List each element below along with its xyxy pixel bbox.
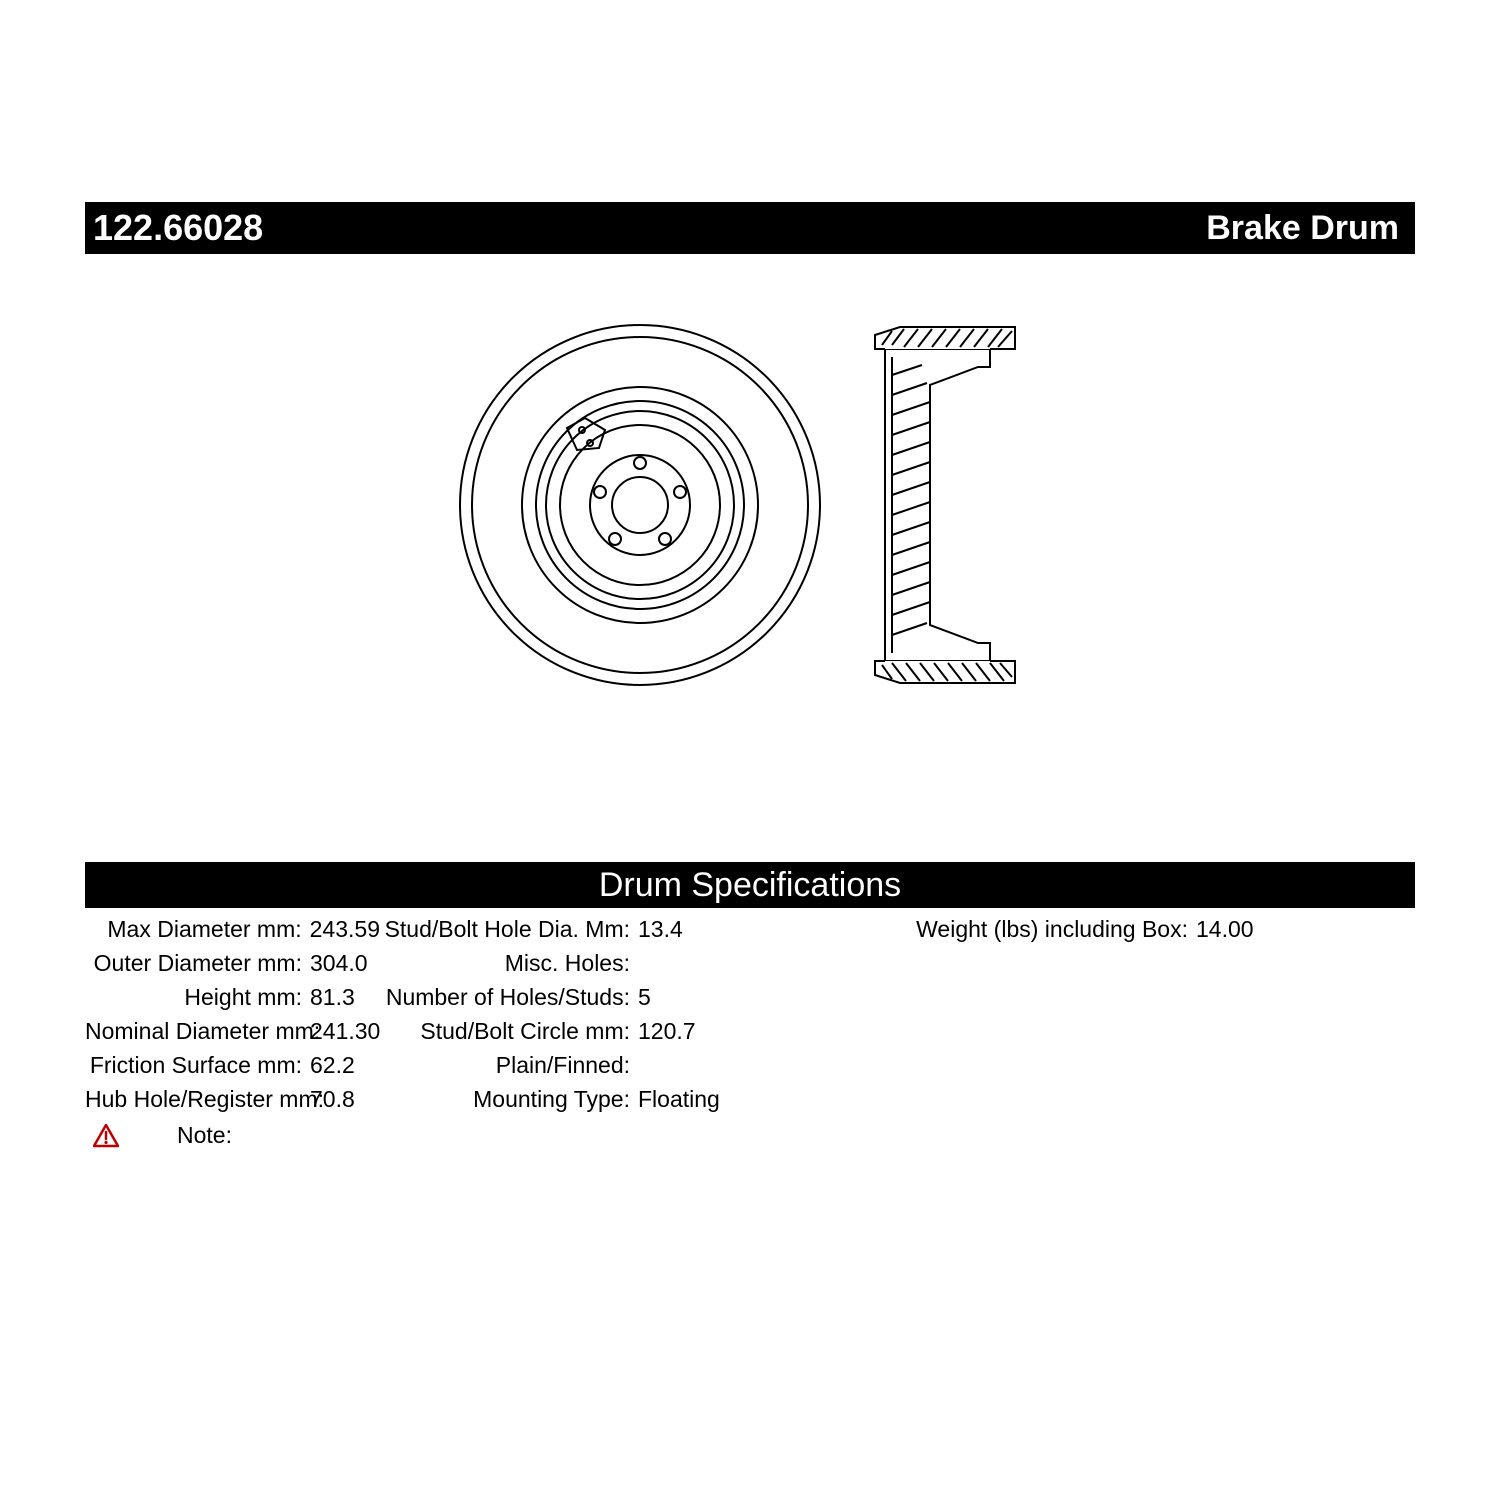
spec-value: 241.30 [310,1018,380,1045]
header-bar: 122.66028 Brake Drum [85,202,1415,254]
spec-label: Stud/Bolt Hole Dia. Mm: [380,916,638,943]
spec-column-1: Max Diameter mm:243.59 Outer Diameter mm… [85,916,380,1120]
part-number: 122.66028 [93,207,263,249]
spec-value: 304.0 [310,950,368,977]
note-label: Note: [177,1122,232,1149]
spec-value: 5 [638,984,651,1011]
spec-row: Stud/Bolt Hole Dia. Mm:13.4 [380,916,900,950]
note-row: Note: [85,1122,232,1149]
spec-value: 243.59 [310,916,380,943]
spec-header-title: Drum Specifications [599,866,901,905]
spec-column-2: Stud/Bolt Hole Dia. Mm:13.4 Misc. Holes:… [380,916,900,1120]
spec-label: Weight (lbs) including Box: [900,916,1196,943]
spec-label: Nominal Diameter mm: [85,1018,310,1045]
spec-label: Stud/Bolt Circle mm: [380,1018,638,1045]
spec-label: Max Diameter mm: [85,916,310,943]
spec-row: Mounting Type:Floating [380,1086,900,1120]
spec-row: Misc. Holes: [380,950,900,984]
spec-row: Weight (lbs) including Box:14.00 [900,916,1400,950]
spec-label: Outer Diameter mm: [85,950,310,977]
brake-drum-diagram [430,305,1070,705]
spec-label: Height mm: [85,984,310,1011]
spec-row: Max Diameter mm:243.59 [85,916,380,950]
part-name: Brake Drum [1206,209,1399,248]
spec-label: Plain/Finned: [380,1052,638,1079]
spec-value: 120.7 [638,1018,696,1045]
spec-row: Friction Surface mm:62.2 [85,1052,380,1086]
spec-label: Hub Hole/Register mm: [85,1086,310,1113]
spec-label: Misc. Holes: [380,950,638,977]
spec-row: Hub Hole/Register mm:70.8 [85,1086,380,1120]
spec-value: 81.3 [310,984,355,1011]
spec-row: Number of Holes/Studs:5 [380,984,900,1018]
spec-value: 13.4 [638,916,683,943]
spec-row: Outer Diameter mm:304.0 [85,950,380,984]
spec-label: Number of Holes/Studs: [380,984,638,1011]
spec-label: Friction Surface mm: [85,1052,310,1079]
spec-value: 62.2 [310,1052,355,1079]
spec-sheet-page: 122.66028 Brake Drum [85,0,1415,1500]
spec-value: 14.00 [1196,916,1254,943]
spec-label: Mounting Type: [380,1086,638,1113]
warning-icon [93,1124,119,1148]
spec-row: Height mm:81.3 [85,984,380,1018]
spec-header-bar: Drum Specifications [85,862,1415,908]
specs-table: Max Diameter mm:243.59 Outer Diameter mm… [85,916,1415,1120]
spec-value: Floating [638,1086,720,1113]
spec-row: Plain/Finned: [380,1052,900,1086]
spec-row: Nominal Diameter mm:241.30 [85,1018,380,1052]
diagram-area [85,290,1415,720]
spec-row: Stud/Bolt Circle mm:120.7 [380,1018,900,1052]
spec-value: 70.8 [310,1086,355,1113]
spec-column-3: Weight (lbs) including Box:14.00 [900,916,1400,1120]
